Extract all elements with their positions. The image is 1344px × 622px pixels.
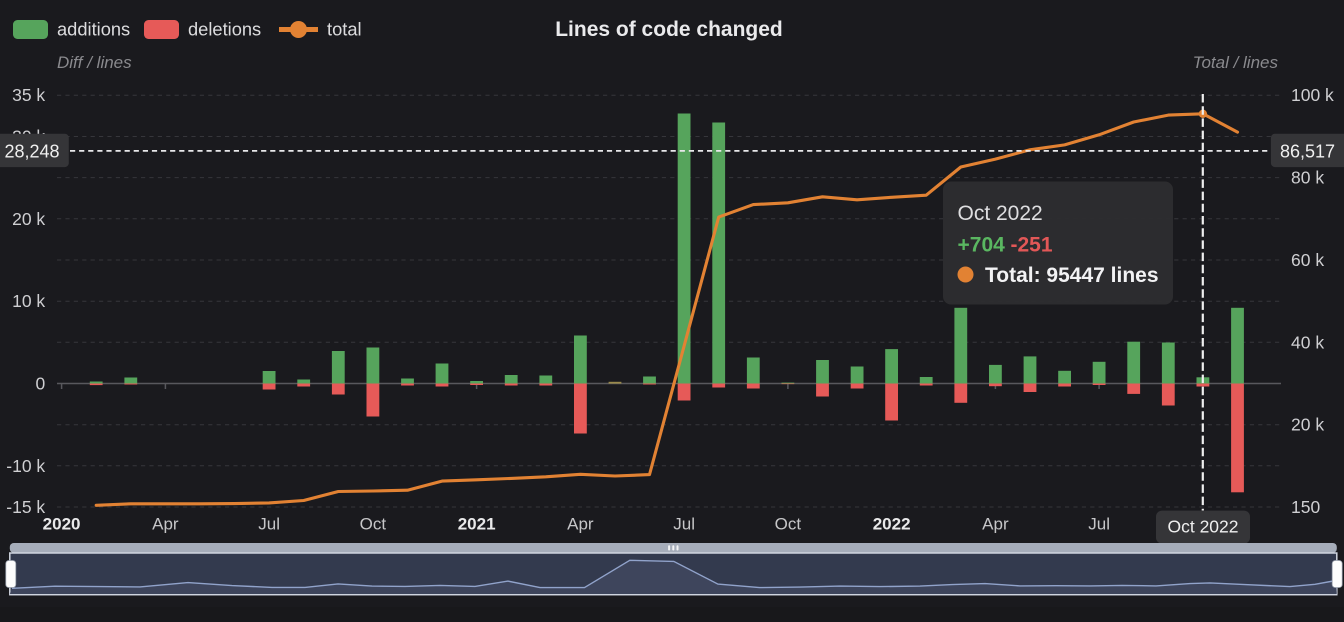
svg-text:Oct 2022: Oct 2022 (1167, 517, 1238, 537)
svg-text:Total: 95447 lines: Total: 95447 lines (985, 264, 1159, 287)
svg-text:60 k: 60 k (1291, 250, 1324, 270)
svg-text:Total / lines: Total / lines (1193, 53, 1279, 72)
svg-text:2021: 2021 (458, 515, 496, 534)
svg-text:total: total (327, 19, 362, 40)
svg-text:Diff / lines: Diff / lines (57, 53, 132, 72)
svg-text:10 k: 10 k (12, 291, 45, 311)
svg-text:Jul: Jul (258, 515, 280, 534)
svg-text:Jul: Jul (1088, 515, 1110, 534)
svg-text:80 k: 80 k (1291, 168, 1324, 188)
svg-text:0: 0 (35, 374, 45, 394)
svg-text:Apr: Apr (567, 515, 594, 534)
svg-text:additions: additions (57, 19, 130, 40)
svg-text:100 k: 100 k (1291, 85, 1334, 105)
svg-text:-10 k: -10 k (6, 456, 45, 476)
svg-text:Apr: Apr (152, 515, 179, 534)
svg-text:Oct: Oct (360, 515, 387, 534)
svg-text:2020: 2020 (43, 515, 81, 534)
svg-text:deletions: deletions (188, 19, 261, 40)
svg-text:40 k: 40 k (1291, 332, 1324, 352)
svg-text:28,248: 28,248 (4, 142, 59, 162)
svg-text:Lines of code changed: Lines of code changed (555, 18, 783, 41)
svg-text:35 k: 35 k (12, 85, 45, 105)
svg-text:20 k: 20 k (1291, 415, 1324, 435)
svg-text:150: 150 (1291, 497, 1320, 517)
svg-text:Oct 2022: Oct 2022 (958, 202, 1043, 225)
svg-text:20 k: 20 k (12, 209, 45, 229)
svg-text:-251: -251 (1011, 233, 1053, 256)
svg-text:Apr: Apr (982, 515, 1009, 534)
svg-text:Jul: Jul (673, 515, 695, 534)
svg-text:86,517: 86,517 (1280, 142, 1335, 162)
svg-text:-15 k: -15 k (6, 497, 45, 517)
svg-text:2022: 2022 (873, 515, 911, 534)
svg-text:+704: +704 (958, 233, 1006, 256)
svg-text:Oct: Oct (775, 515, 802, 534)
